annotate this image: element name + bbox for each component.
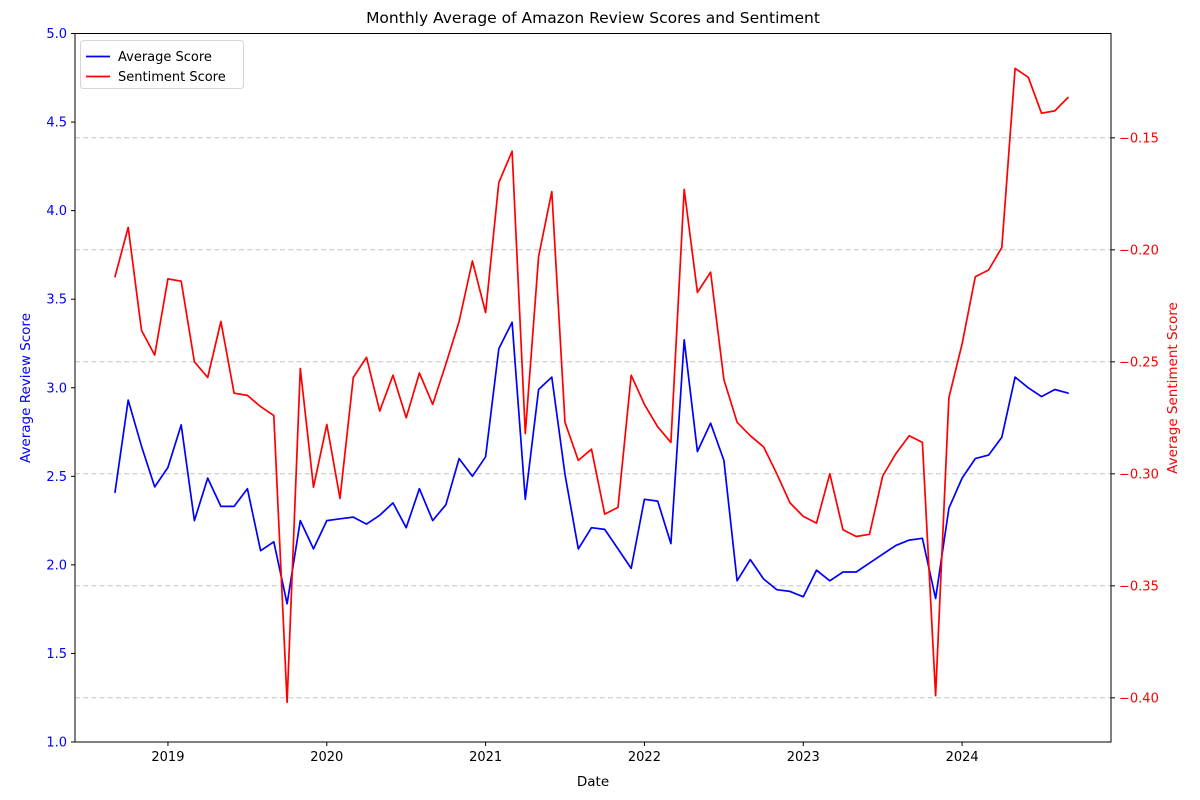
left-tick-label: 2.0 [46, 558, 67, 573]
x-tick-label: 2024 [946, 750, 979, 765]
left-tick-label: 5.0 [46, 27, 67, 42]
left-tick-label: 3.0 [46, 381, 67, 396]
axis-ticks: 1.0 1.5 2.0 2.5 3.0 3.5 4.0 4.5 5.0 −0.40 −0.35 −0.… [46, 27, 1159, 765]
legend-label-sentiment-score: Sentiment Score [118, 70, 226, 85]
left-tick-label: 3.5 [46, 293, 67, 308]
x-tick-label: 2020 [310, 750, 343, 765]
right-tick-label: −0.35 [1119, 579, 1159, 594]
left-tick-label: 4.0 [46, 204, 67, 219]
legend: Average Score Sentiment Score [80, 40, 244, 89]
right-tick-label: −0.25 [1119, 355, 1159, 370]
right-tick-label: −0.15 [1119, 131, 1159, 146]
legend-label-average-score: Average Score [118, 50, 212, 65]
right-tick-label: −0.20 [1119, 243, 1159, 258]
left-tick-label: 1.5 [46, 647, 67, 662]
chart-title: Monthly Average of Amazon Review Scores … [366, 9, 820, 27]
legend-box [80, 40, 244, 89]
x-tick-label: 2023 [787, 750, 820, 765]
average-score-line [114, 321, 1069, 605]
x-tick-label: 2021 [469, 750, 502, 765]
sentiment-score-line [114, 67, 1069, 704]
left-tick-label: 4.5 [46, 116, 67, 131]
data-series [114, 67, 1069, 704]
gridlines [75, 137, 1111, 699]
y-axis-label-left: Average Review Score [18, 313, 34, 463]
left-tick-label: 2.5 [46, 470, 67, 485]
y-axis-label-right: Average Sentiment Score [1165, 302, 1181, 474]
left-tick-label: 1.0 [46, 736, 67, 751]
x-tick-label: 2019 [151, 750, 184, 765]
right-tick-label: −0.40 [1119, 691, 1159, 706]
x-axis-label: Date [577, 774, 609, 790]
right-tick-label: −0.30 [1119, 467, 1159, 482]
plot-border [74, 33, 1112, 743]
x-tick-label: 2022 [628, 750, 661, 765]
